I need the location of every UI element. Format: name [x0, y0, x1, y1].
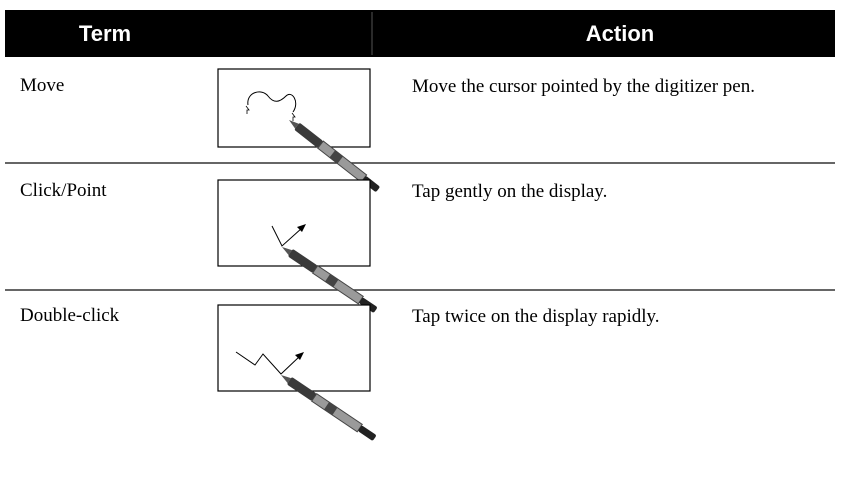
term-cell: Click/Point [20, 180, 107, 201]
header-action: Action [585, 21, 655, 46]
header-bar [5, 10, 835, 57]
header-term: Term [78, 21, 132, 46]
click-illustration [217, 179, 379, 315]
double-click-illustration [217, 304, 378, 443]
action-cell: Tap gently on the display. [412, 181, 608, 202]
action-cell: Move the cursor pointed by the digitizer… [412, 76, 755, 97]
term-cell: Double-click [20, 305, 120, 326]
action-cell: Tap twice on the display rapidly. [412, 306, 660, 327]
term-cell: Move [20, 75, 65, 96]
move-illustration [217, 68, 382, 194]
